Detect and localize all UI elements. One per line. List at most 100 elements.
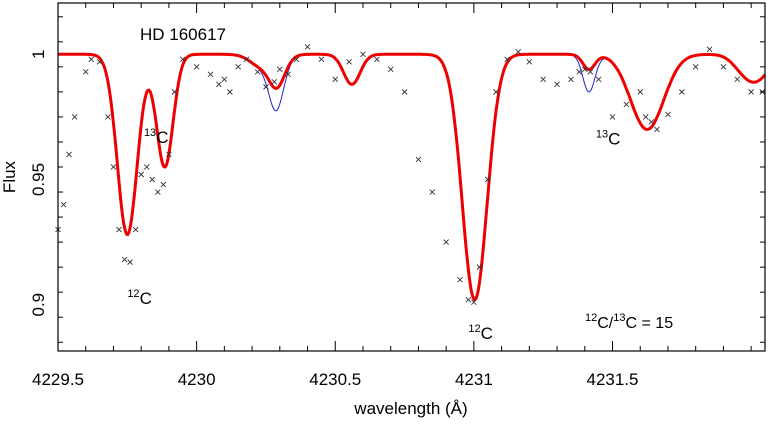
ratio-sup-13: 13	[613, 312, 625, 324]
observed-point	[654, 126, 660, 133]
observed-point	[415, 156, 422, 163]
observed-point	[623, 101, 630, 108]
tick-layer: 4229.5 4230 4230.5 4231 4231.5 0.9 0.95 1	[29, 3, 765, 389]
observed-point	[576, 69, 583, 75]
x-tick-label: 4230.5	[309, 370, 361, 389]
observed-point	[465, 296, 472, 303]
annotation-c13_right: 13C	[596, 128, 621, 148]
observed-point	[132, 226, 139, 233]
observed-point	[515, 49, 522, 55]
x-tick-label: 4231.5	[587, 370, 639, 389]
observed-point	[88, 56, 95, 63]
observed-point	[554, 81, 560, 88]
y-tick-label: 1	[29, 50, 48, 59]
observed-point	[66, 151, 72, 158]
annotation-sup: 12	[127, 288, 139, 300]
observed-point	[581, 66, 588, 73]
observed-point	[374, 56, 380, 63]
observed-point	[360, 51, 366, 58]
x-axis-label: wavelength (Å)	[353, 399, 467, 418]
observed-point	[642, 114, 649, 120]
observed-point	[293, 56, 300, 63]
observed-point	[318, 56, 325, 63]
observed-point	[154, 189, 161, 195]
observed-point	[720, 64, 727, 70]
observed-point	[243, 56, 250, 63]
observed-point	[429, 189, 436, 195]
observed-point	[484, 176, 491, 183]
observed-point	[207, 71, 214, 78]
annotation-c12_right: 12C	[468, 323, 493, 343]
observed-point	[160, 181, 167, 188]
observed-point	[504, 56, 510, 63]
observed-point	[179, 56, 186, 63]
ratio-end: C = 15	[626, 315, 674, 332]
observed-point	[443, 239, 449, 245]
observed-point	[304, 43, 311, 50]
observed-point	[609, 114, 616, 120]
observed-point	[692, 64, 699, 70]
observed-point	[171, 89, 178, 95]
observed-point	[540, 76, 547, 83]
y-tick-label: 0.95	[29, 163, 48, 196]
observed-point	[149, 176, 156, 183]
x-tick-label: 4229.5	[32, 370, 84, 389]
observed-point	[143, 164, 150, 170]
observed-point	[332, 76, 339, 83]
observed-point	[221, 76, 228, 83]
observed-point	[121, 256, 128, 263]
observed-point	[595, 76, 602, 83]
observed-point	[346, 59, 352, 65]
ratio-mid: C/	[597, 315, 614, 332]
observed-point	[476, 264, 483, 270]
observed-point	[60, 201, 67, 208]
observed-point	[734, 76, 741, 83]
annotation-base: C	[481, 324, 493, 343]
observed-point	[471, 299, 477, 305]
observed-point	[254, 69, 261, 75]
observed-point	[587, 69, 594, 75]
observed-point	[387, 66, 394, 73]
observed-point	[665, 111, 671, 118]
x-tick-label: 4231	[455, 370, 493, 389]
observed-point	[105, 114, 111, 120]
model-curve-best	[58, 52, 767, 302]
observed-point	[457, 276, 463, 283]
observed-point	[227, 89, 233, 95]
observed-point	[138, 171, 144, 178]
annotation-sup: 13	[596, 128, 608, 140]
observed-point	[679, 89, 685, 95]
observed-point	[526, 59, 533, 65]
observed-point	[71, 114, 78, 120]
x-tick-label: 4230	[178, 370, 216, 389]
observed-point	[96, 59, 103, 65]
observed-point	[166, 151, 172, 158]
observed-point	[568, 76, 574, 83]
data-layer	[55, 43, 767, 305]
observed-point	[276, 66, 283, 73]
y-axis-label: Flux	[0, 160, 19, 193]
annotation-c13_left: 13C	[144, 127, 169, 147]
annotation-base: C	[156, 128, 168, 147]
observed-point	[235, 64, 242, 70]
observed-point	[263, 84, 269, 90]
observed-point	[401, 89, 408, 95]
observed-point	[706, 46, 713, 53]
annotation-sup: 12	[468, 323, 480, 335]
plot-frame	[57, 2, 766, 352]
annotation-c12_left: 12C	[127, 288, 152, 308]
observed-point	[271, 79, 278, 85]
ratio-label: 12C/13C = 15	[585, 312, 673, 332]
observed-point	[215, 81, 222, 88]
observed-point	[637, 89, 644, 95]
annotation-base: C	[608, 129, 620, 148]
annotation-base: C	[140, 289, 152, 308]
observed-point	[748, 89, 754, 95]
chart-title: HD 160617	[140, 25, 226, 44]
observed-point	[110, 164, 117, 170]
observed-point	[193, 64, 200, 70]
observed-point	[493, 89, 499, 95]
